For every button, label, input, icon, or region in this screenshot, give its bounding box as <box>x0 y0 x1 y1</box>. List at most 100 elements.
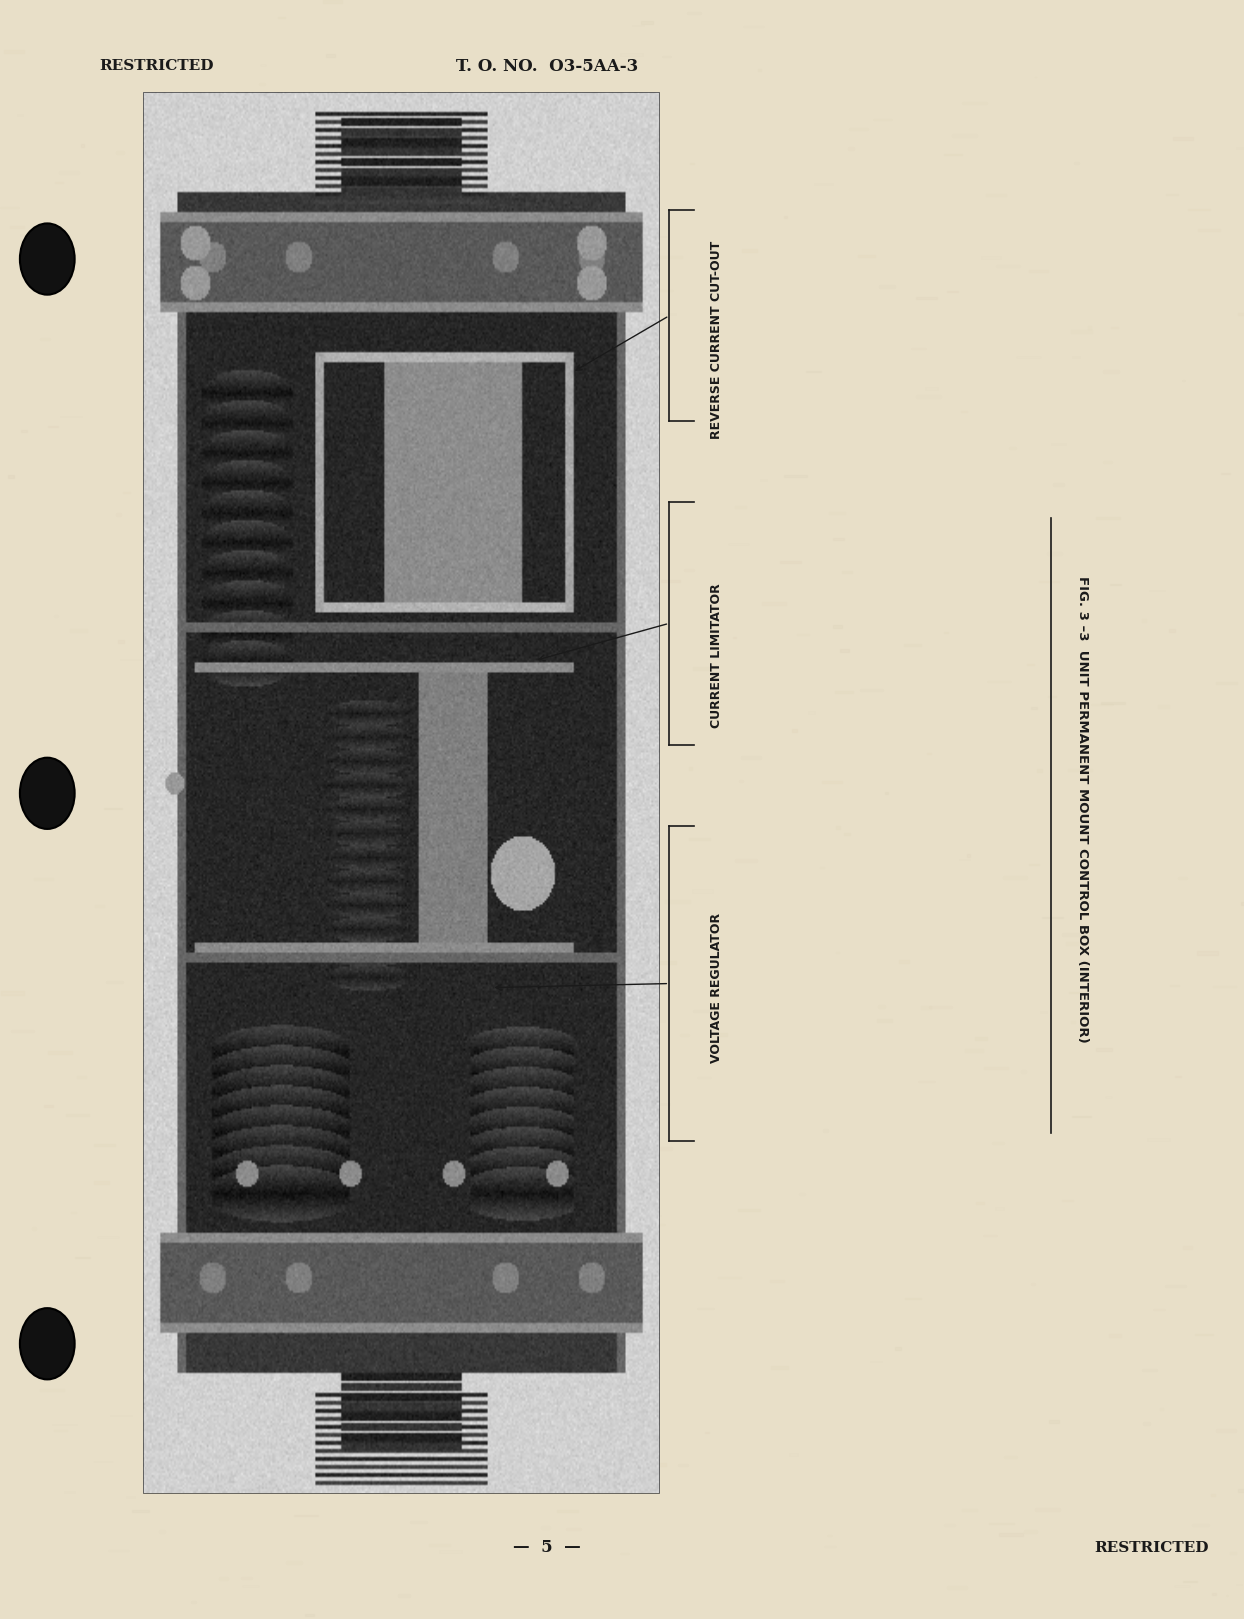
Bar <box>534 1135 540 1137</box>
Bar <box>127 1496 134 1498</box>
Bar <box>96 905 103 907</box>
Bar <box>916 296 937 298</box>
Bar <box>877 1020 892 1022</box>
Bar <box>116 513 121 516</box>
Bar <box>652 1103 669 1106</box>
Bar <box>220 997 236 999</box>
Bar <box>692 889 713 892</box>
Bar <box>1174 1585 1189 1588</box>
Bar <box>835 691 852 693</box>
Bar <box>1102 371 1120 372</box>
Bar <box>878 285 896 288</box>
Bar <box>394 960 401 963</box>
Bar <box>118 640 124 643</box>
Bar <box>40 1389 63 1391</box>
Bar <box>295 502 299 504</box>
Bar <box>789 1454 797 1455</box>
Bar <box>953 134 977 138</box>
Bar <box>738 1209 760 1211</box>
Bar <box>693 1010 714 1012</box>
Bar <box>967 855 969 856</box>
Bar <box>326 53 335 57</box>
Bar <box>151 911 172 913</box>
Bar <box>260 149 267 152</box>
Bar <box>763 602 786 606</box>
Bar <box>384 1493 401 1494</box>
Bar <box>490 1005 508 1009</box>
Bar <box>70 630 87 633</box>
Bar <box>358 204 372 207</box>
Bar <box>684 568 694 572</box>
Bar <box>363 1441 382 1444</box>
Bar <box>822 780 842 784</box>
Bar <box>356 1072 368 1073</box>
Bar <box>1096 1047 1112 1051</box>
Bar <box>220 1119 225 1122</box>
Bar <box>991 1141 1004 1145</box>
Bar <box>649 1224 666 1226</box>
Bar <box>841 649 848 652</box>
Circle shape <box>20 223 75 295</box>
Bar <box>917 395 940 398</box>
Text: REVERSE CURRENT CUT-OUT: REVERSE CURRENT CUT-OUT <box>710 241 723 439</box>
Bar <box>526 1112 549 1115</box>
Bar <box>187 601 198 604</box>
Bar <box>1052 482 1064 486</box>
Bar <box>995 1208 1004 1211</box>
Bar <box>0 207 19 209</box>
Bar <box>878 1005 884 1007</box>
Text: RESTRICTED: RESTRICTED <box>1095 1541 1209 1554</box>
Bar <box>989 1522 1014 1523</box>
Bar <box>637 826 642 827</box>
Bar <box>571 500 588 502</box>
Bar <box>729 542 749 546</box>
Bar <box>1066 942 1077 945</box>
Bar <box>1161 1409 1163 1410</box>
Text: T. O. NO.  O3-5AA-3: T. O. NO. O3-5AA-3 <box>457 58 638 74</box>
Bar <box>642 1464 667 1465</box>
Bar <box>605 330 615 332</box>
Bar <box>771 1366 789 1370</box>
Bar <box>689 767 693 771</box>
Bar <box>612 445 623 447</box>
Bar <box>1105 1096 1112 1098</box>
Bar <box>561 206 567 207</box>
Bar <box>562 238 576 240</box>
Bar <box>287 1307 301 1310</box>
Bar <box>189 251 198 253</box>
Bar <box>1238 312 1244 316</box>
Bar <box>93 1182 108 1183</box>
Bar <box>32 1227 36 1230</box>
Bar <box>350 816 373 819</box>
Bar <box>286 476 294 478</box>
Bar <box>266 989 276 991</box>
Bar <box>974 1038 988 1041</box>
Bar <box>241 1577 251 1579</box>
Bar <box>807 711 815 714</box>
Bar <box>364 699 379 703</box>
Bar <box>336 534 353 538</box>
Bar <box>1192 1523 1209 1527</box>
Bar <box>832 625 842 628</box>
Bar <box>1240 902 1244 905</box>
Bar <box>632 24 643 26</box>
Bar <box>364 1357 383 1360</box>
Bar <box>1087 327 1091 329</box>
Bar <box>965 1049 983 1052</box>
Bar <box>712 1033 726 1036</box>
Bar <box>980 256 1000 259</box>
Text: VOLTAGE REGULATOR: VOLTAGE REGULATOR <box>710 913 723 1062</box>
Bar <box>214 481 226 482</box>
Bar <box>260 63 266 66</box>
Bar <box>164 1135 169 1137</box>
Bar <box>693 667 712 670</box>
Bar <box>202 1235 207 1237</box>
Bar <box>833 538 843 541</box>
Bar <box>413 601 423 604</box>
Bar <box>648 534 657 538</box>
Bar <box>1178 877 1187 879</box>
Bar <box>279 481 284 482</box>
Bar <box>58 170 80 173</box>
Bar <box>659 256 682 257</box>
Bar <box>580 546 595 547</box>
